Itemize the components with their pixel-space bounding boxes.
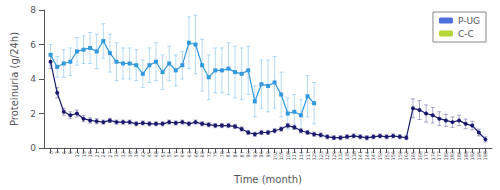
svg-text:9: 9 bbox=[67, 151, 73, 154]
svg-text:Proteinuria (g/24h): Proteinuria (g/24h) bbox=[9, 32, 20, 126]
svg-text:45: 45 bbox=[146, 151, 152, 157]
svg-text:141: 141 bbox=[357, 151, 363, 161]
svg-text:36: 36 bbox=[127, 151, 133, 157]
svg-text:165: 165 bbox=[410, 151, 416, 161]
svg-text:180: 180 bbox=[443, 151, 449, 161]
svg-text:78: 78 bbox=[219, 151, 225, 157]
svg-text:69: 69 bbox=[199, 151, 205, 157]
svg-text:24: 24 bbox=[100, 151, 106, 157]
svg-text:84: 84 bbox=[232, 151, 238, 157]
svg-text:111: 111 bbox=[291, 151, 297, 161]
svg-text:54: 54 bbox=[166, 151, 172, 157]
svg-text:159: 159 bbox=[397, 151, 403, 161]
svg-text:114: 114 bbox=[298, 151, 304, 161]
svg-text:87: 87 bbox=[239, 151, 245, 157]
svg-text:0: 0 bbox=[48, 151, 54, 154]
svg-text:198: 198 bbox=[482, 151, 488, 161]
svg-text:129: 129 bbox=[331, 151, 337, 161]
svg-text:12: 12 bbox=[74, 151, 80, 157]
svg-text:15: 15 bbox=[81, 151, 87, 157]
svg-text:Time (month): Time (month) bbox=[233, 174, 302, 185]
svg-text:2: 2 bbox=[30, 109, 36, 119]
svg-text:96: 96 bbox=[258, 151, 264, 157]
svg-text:3: 3 bbox=[54, 151, 60, 154]
svg-text:105: 105 bbox=[278, 151, 284, 161]
svg-text:102: 102 bbox=[272, 151, 278, 161]
svg-text:192: 192 bbox=[469, 151, 475, 161]
svg-text:150: 150 bbox=[377, 151, 383, 161]
svg-text:153: 153 bbox=[384, 151, 390, 161]
svg-text:90: 90 bbox=[245, 151, 251, 157]
svg-text:0: 0 bbox=[30, 143, 36, 153]
svg-text:120: 120 bbox=[311, 151, 317, 161]
svg-text:99: 99 bbox=[265, 151, 271, 157]
svg-text:18: 18 bbox=[87, 151, 93, 157]
svg-text:93: 93 bbox=[252, 151, 258, 157]
svg-text:177: 177 bbox=[436, 151, 442, 161]
svg-text:162: 162 bbox=[403, 151, 409, 161]
svg-text:171: 171 bbox=[423, 151, 429, 161]
svg-text:135: 135 bbox=[344, 151, 350, 161]
svg-text:66: 66 bbox=[193, 151, 199, 157]
svg-text:48: 48 bbox=[153, 151, 159, 157]
svg-text:195: 195 bbox=[476, 151, 482, 161]
svg-text:138: 138 bbox=[351, 151, 357, 161]
svg-text:6: 6 bbox=[30, 40, 36, 50]
svg-text:4: 4 bbox=[30, 74, 36, 84]
svg-text:60: 60 bbox=[179, 151, 185, 157]
svg-text:132: 132 bbox=[337, 151, 343, 161]
svg-text:27: 27 bbox=[107, 151, 113, 157]
svg-text:144: 144 bbox=[364, 151, 370, 161]
svg-text:42: 42 bbox=[140, 151, 146, 157]
svg-text:39: 39 bbox=[133, 151, 139, 157]
svg-text:57: 57 bbox=[173, 151, 179, 157]
svg-text:72: 72 bbox=[206, 151, 212, 157]
svg-text:8: 8 bbox=[30, 5, 36, 15]
svg-text:75: 75 bbox=[212, 151, 218, 157]
svg-text:126: 126 bbox=[324, 151, 330, 161]
svg-text:33: 33 bbox=[120, 151, 126, 157]
svg-text:81: 81 bbox=[225, 151, 231, 157]
svg-text:6: 6 bbox=[61, 151, 67, 154]
svg-text:189: 189 bbox=[463, 151, 469, 161]
svg-text:117: 117 bbox=[305, 151, 311, 161]
svg-text:156: 156 bbox=[390, 151, 396, 161]
svg-text:174: 174 bbox=[430, 151, 436, 161]
svg-text:63: 63 bbox=[186, 151, 192, 157]
svg-text:P-UG: P-UG bbox=[458, 16, 480, 26]
svg-text:186: 186 bbox=[456, 151, 462, 161]
svg-text:51: 51 bbox=[160, 151, 166, 157]
svg-text:21: 21 bbox=[94, 151, 100, 157]
svg-text:30: 30 bbox=[113, 151, 119, 157]
svg-text:108: 108 bbox=[285, 151, 291, 161]
svg-text:168: 168 bbox=[417, 151, 423, 161]
svg-text:147: 147 bbox=[370, 151, 376, 161]
svg-text:183: 183 bbox=[449, 151, 455, 161]
svg-text:123: 123 bbox=[318, 151, 324, 161]
svg-text:C-C: C-C bbox=[458, 29, 474, 39]
